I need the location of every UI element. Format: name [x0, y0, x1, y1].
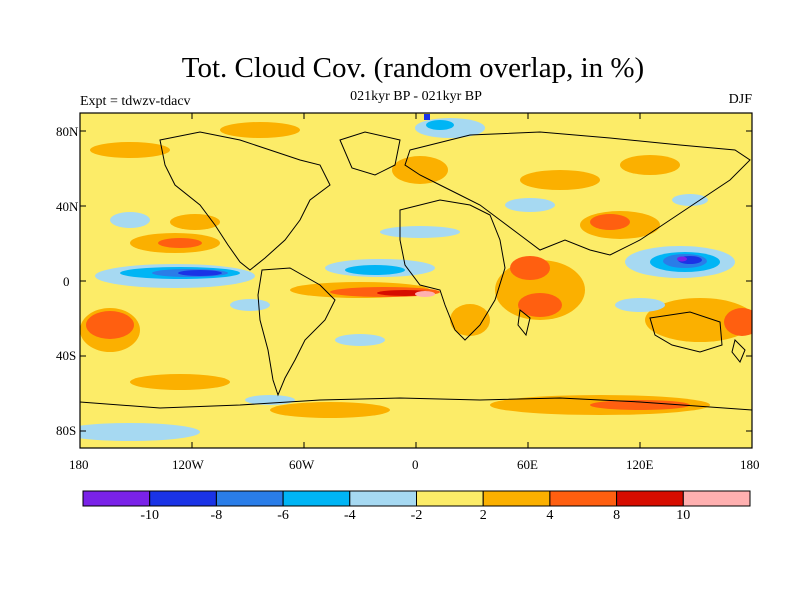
- colorbar-swatch: [482, 490, 551, 507]
- lat-tick-label: 80S: [56, 423, 77, 438]
- colorbar-label: -8: [210, 508, 223, 523]
- lat-tick-label: 40N: [56, 199, 79, 214]
- colorbar-label: -10: [140, 508, 160, 523]
- colorbar-label: 2: [479, 508, 487, 523]
- lon-tick-label: 180: [69, 457, 89, 472]
- lon-tick-label: 0: [412, 457, 419, 472]
- colorbar-label: 10: [676, 508, 691, 523]
- colorbar-label: -6: [277, 508, 289, 523]
- lon-tick-label: 180: [740, 457, 760, 472]
- plot-title: Tot. Cloud Cov. (random overlap, in %): [181, 52, 645, 84]
- colorbar-swatch: [282, 490, 351, 507]
- axis-ticks: [79, 113, 753, 448]
- colorbar-swatch: [549, 490, 618, 507]
- lat-tick-label: 40S: [56, 348, 77, 363]
- colorbar-swatch: [82, 490, 151, 507]
- colorbar-swatch: [616, 490, 684, 507]
- colorbar-swatch: [682, 490, 751, 507]
- plot-subtitle: 021kyr BP - 021kyr BP: [350, 89, 482, 104]
- colorbar-swatch: [215, 490, 284, 507]
- lon-tick-label: 60E: [517, 457, 538, 472]
- experiment-label: Expt = tdwzv-tdacv: [80, 94, 191, 109]
- colorbar-label: -4: [343, 508, 356, 523]
- colorbar-label: -2: [410, 508, 423, 523]
- lat-tick-label: 0: [63, 274, 70, 289]
- colorbar-swatch: [349, 490, 417, 507]
- colorbar-swatch: [416, 490, 484, 507]
- lon-tick-label: 120W: [172, 457, 204, 472]
- coastlines: [80, 131, 752, 411]
- colorbar-label: 4: [546, 508, 554, 523]
- season-label: DJF: [728, 92, 752, 107]
- lon-tick-label: 120E: [626, 457, 654, 472]
- colorbar-swatch: [149, 490, 217, 507]
- anomaly-contours: [80, 114, 752, 441]
- lon-tick-label: 60W: [289, 457, 315, 472]
- colorbar-label: 8: [613, 508, 621, 523]
- lat-tick-label: 80N: [56, 124, 79, 139]
